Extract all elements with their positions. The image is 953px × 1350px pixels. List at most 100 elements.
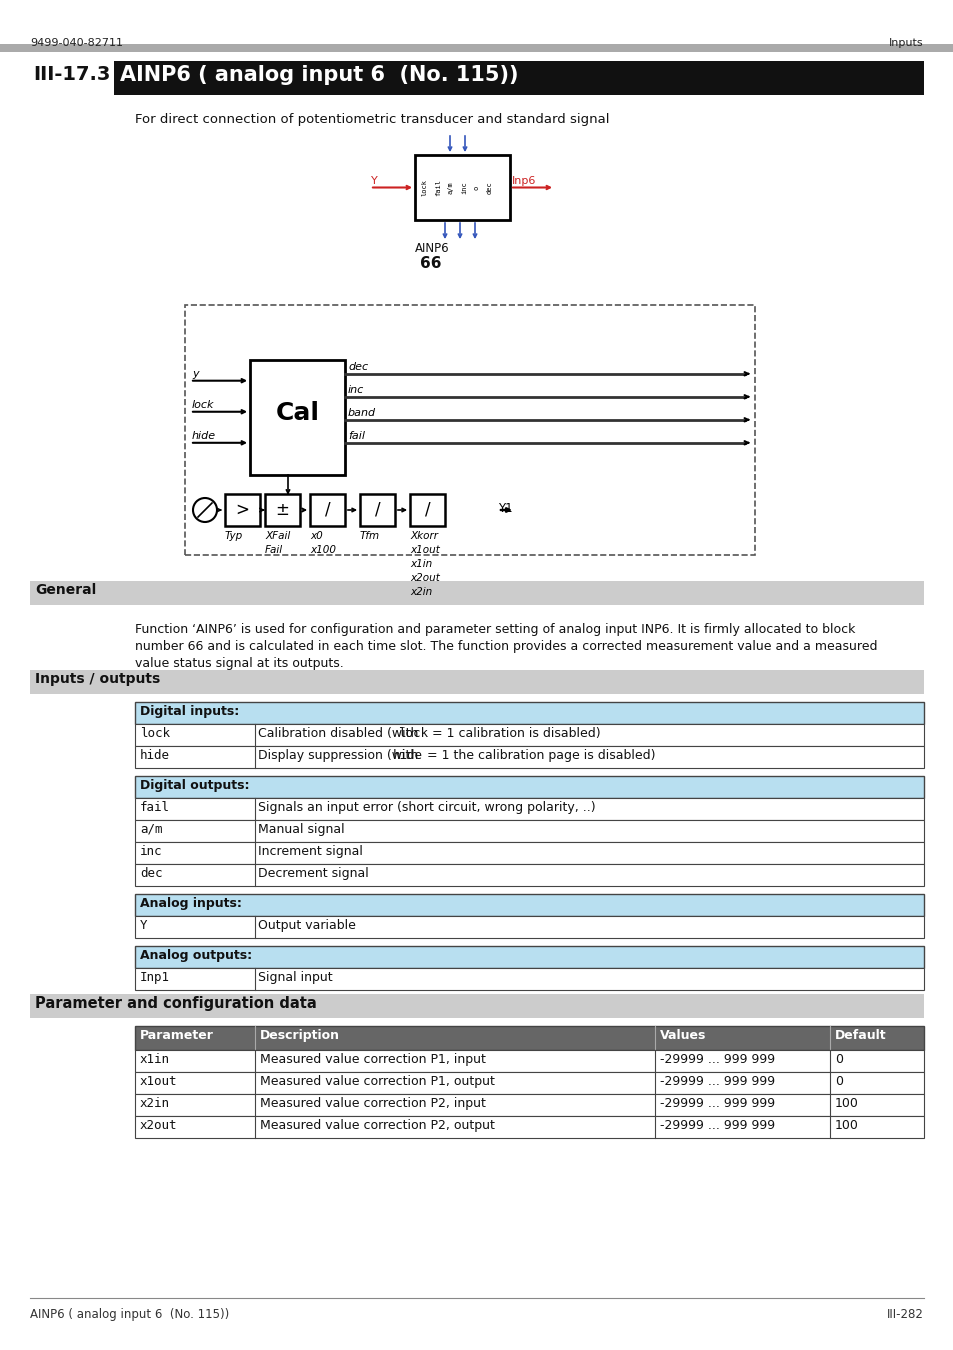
Text: III-17.3: III-17.3 [33, 65, 111, 84]
Text: 9499-040-82711: 9499-040-82711 [30, 38, 123, 49]
Text: AINP6 ( analog input 6  (No. 115)): AINP6 ( analog input 6 (No. 115)) [120, 65, 518, 85]
Bar [135, 1094, 923, 1116]
Text: Analog outputs:: Analog outputs: [140, 949, 252, 963]
Text: y: y [192, 369, 198, 379]
Text: Analog inputs:: Analog inputs: [140, 896, 242, 910]
Text: inc: inc [348, 385, 364, 394]
Text: Measured value correction P2, output: Measured value correction P2, output [260, 1119, 495, 1133]
Bar [135, 864, 923, 886]
Text: Default: Default [834, 1029, 885, 1042]
Bar [30, 580, 923, 605]
Text: inc: inc [460, 181, 467, 194]
Text: x100: x100 [310, 545, 335, 555]
Text: x1out: x1out [140, 1075, 177, 1088]
Text: General: General [35, 583, 96, 597]
Text: Display suppression (with: Display suppression (with [257, 749, 422, 761]
Text: 100: 100 [834, 1119, 858, 1133]
Text: Inp1: Inp1 [140, 971, 170, 984]
Bar [265, 494, 299, 526]
Text: lock: lock [421, 180, 428, 196]
Bar [185, 305, 754, 555]
Text: Inp6: Inp6 [512, 176, 536, 185]
Text: Signals an input error (short circuit, wrong polarity, ..): Signals an input error (short circuit, w… [257, 801, 595, 814]
Text: Measured value correction P1, input: Measured value correction P1, input [260, 1053, 485, 1066]
Text: Manual signal: Manual signal [257, 824, 344, 836]
Text: For direct connection of potentiometric transducer and standard signal: For direct connection of potentiometric … [135, 113, 609, 126]
Bar [30, 670, 923, 694]
Text: Values: Values [659, 1029, 705, 1042]
Text: -29999 ... 999 999: -29999 ... 999 999 [659, 1119, 774, 1133]
Text: Parameter: Parameter [140, 1029, 213, 1042]
Text: Digital inputs:: Digital inputs: [140, 705, 239, 718]
Text: Calibration disabled (with: Calibration disabled (with [257, 728, 422, 740]
Text: number 66 and is calculated in each time slot. The function provides a corrected: number 66 and is calculated in each time… [135, 640, 877, 653]
Text: inc: inc [140, 845, 162, 859]
Text: Description: Description [260, 1029, 339, 1042]
Bar [113, 61, 923, 95]
Text: lock: lock [140, 728, 170, 740]
Text: fail: fail [435, 180, 440, 196]
Text: Signal input: Signal input [257, 971, 333, 984]
Text: Inputs: Inputs [888, 38, 923, 49]
Text: Measured value correction P2, input: Measured value correction P2, input [260, 1098, 485, 1110]
Text: x1in: x1in [410, 559, 432, 568]
Bar [135, 842, 923, 864]
Bar [135, 946, 923, 968]
Text: Inputs / outputs: Inputs / outputs [35, 672, 160, 686]
Text: fail: fail [348, 431, 365, 441]
Text: ±: ± [275, 501, 289, 518]
Text: Function ‘AINP6’ is used for configuration and parameter setting of analog input: Function ‘AINP6’ is used for configurati… [135, 622, 855, 636]
Text: value status signal at its outputs.: value status signal at its outputs. [135, 657, 343, 670]
Bar [135, 1050, 923, 1072]
Bar [415, 155, 510, 220]
Text: Tfm: Tfm [359, 531, 379, 541]
Bar [135, 798, 923, 819]
Text: band: band [348, 408, 375, 417]
Bar [135, 747, 923, 768]
Bar [0, 45, 953, 53]
Text: a/m: a/m [448, 181, 454, 194]
Bar [135, 776, 923, 798]
Text: Typ: Typ [225, 531, 243, 541]
Bar [135, 819, 923, 842]
Text: Y: Y [371, 176, 377, 185]
Bar [135, 1026, 923, 1050]
Text: 66: 66 [419, 256, 441, 271]
Text: 100: 100 [834, 1098, 858, 1110]
Text: Decrement signal: Decrement signal [257, 867, 369, 880]
Text: /: / [375, 501, 380, 518]
Bar [135, 917, 923, 938]
Text: x1out: x1out [410, 545, 439, 555]
Text: III-282: III-282 [886, 1308, 923, 1322]
Bar [410, 494, 444, 526]
Text: = 1 the calibration page is disabled): = 1 the calibration page is disabled) [423, 749, 655, 761]
Text: a/m: a/m [140, 824, 162, 836]
Text: dec: dec [348, 362, 368, 371]
Text: hide: hide [140, 749, 170, 761]
Bar [135, 1072, 923, 1094]
Text: x0: x0 [310, 531, 322, 541]
Text: = 1 calibration is disabled): = 1 calibration is disabled) [428, 728, 600, 740]
Text: fail: fail [140, 801, 170, 814]
Text: /: / [424, 501, 430, 518]
Bar [310, 494, 345, 526]
Text: 0: 0 [834, 1075, 842, 1088]
Text: >: > [235, 501, 250, 518]
Text: Measured value correction P1, output: Measured value correction P1, output [260, 1075, 495, 1088]
Bar [135, 702, 923, 724]
Text: /: / [324, 501, 330, 518]
Text: Parameter and configuration data: Parameter and configuration data [35, 996, 316, 1011]
Text: Digital outputs:: Digital outputs: [140, 779, 250, 792]
Bar [135, 968, 923, 990]
Text: dec: dec [486, 181, 493, 194]
Text: x1in: x1in [140, 1053, 170, 1066]
Bar [225, 494, 260, 526]
Text: Fail: Fail [265, 545, 283, 555]
Text: hide: hide [192, 431, 216, 441]
Text: Y: Y [140, 919, 148, 931]
Text: Increment signal: Increment signal [257, 845, 362, 859]
Text: Cal: Cal [275, 401, 319, 424]
Bar [359, 494, 395, 526]
Text: 0: 0 [834, 1053, 842, 1066]
Text: x2in: x2in [140, 1098, 170, 1110]
